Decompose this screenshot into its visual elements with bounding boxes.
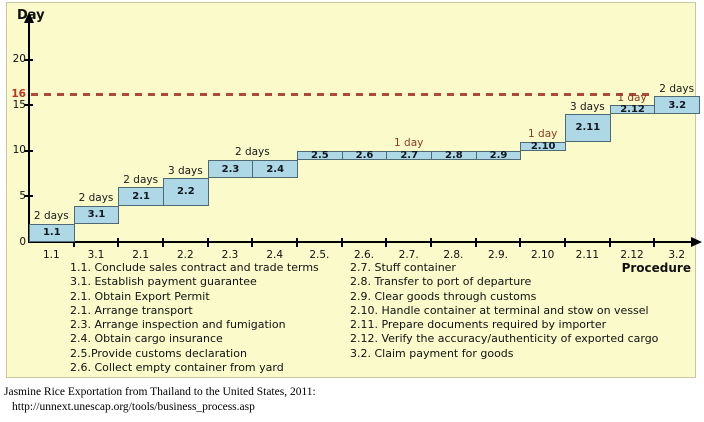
x-tick: [519, 238, 522, 247]
y-axis-arrow-icon: [24, 12, 34, 23]
x-tick-label: 2.5.: [309, 249, 330, 261]
x-tick-label: 2.10: [530, 249, 555, 261]
x-axis-line: [29, 241, 693, 243]
x-tick-label: 1.1: [42, 249, 60, 261]
procedure-box: 2.1: [118, 187, 164, 206]
y-tick: [24, 195, 33, 198]
x-tick: [72, 238, 75, 247]
x-tick-label: 2.11: [575, 249, 600, 261]
legend-item: 2.8. Transfer to port of departure: [350, 275, 532, 289]
legend-item: 2.7. Stuff container: [350, 261, 456, 274]
legend-item: 2.9. Clear goods through customs: [350, 289, 537, 303]
legend-item: 3.1. Establish payment guarantee: [70, 275, 257, 289]
y-tick-label: 0: [19, 235, 26, 248]
duration-label: 1 day: [394, 137, 424, 150]
procedure-box: 2.9: [475, 150, 522, 161]
x-axis-arrow-icon: [691, 237, 702, 247]
x-tick-label: 3.1: [87, 249, 105, 261]
y-tick: [24, 104, 33, 107]
legend-item: 2.3. Arrange inspection and fumigation: [70, 318, 286, 332]
duration-label: 2 days: [234, 146, 270, 159]
x-tick-label: 2.9.: [487, 249, 509, 261]
procedure-box: 2.8: [431, 150, 477, 161]
x-tick-label: 2.12: [620, 249, 644, 261]
x-tick-label: 2.3: [221, 249, 239, 261]
y-tick-label: 5: [19, 189, 26, 202]
procedure-box: 2.3: [207, 159, 254, 179]
x-tick-label: 2.6.: [353, 249, 375, 261]
x-tick: [385, 238, 388, 247]
procedure-box: 3.1: [73, 205, 120, 224]
x-tick-label: 3.2: [668, 249, 686, 261]
procedure-box: 1.1: [29, 223, 75, 242]
x-tick: [251, 238, 254, 247]
chart-panel: Day 16 0 5 10 15 20 1.1 3.1 2.1 2.2 2.3 2.4 2.5. 2.6…: [6, 2, 702, 378]
y-axis-line: [28, 19, 30, 243]
x-tick: [653, 238, 656, 247]
source-citation: Jasmine Rice Exportation from Thailand t…: [4, 386, 316, 398]
procedure-box: 2.5: [297, 150, 343, 161]
x-tick-label: 2.2: [176, 249, 194, 261]
legend-item: 2.1. Obtain Export Permit: [70, 289, 210, 303]
x-tick: [564, 238, 567, 247]
duration-label: 2 days: [123, 173, 159, 186]
x-tick: [430, 238, 433, 247]
legend-column-1: 1.1. Conclude sales contract and trade t…: [70, 261, 319, 375]
y-tick-label: 10: [12, 144, 26, 157]
x-axis-title: Procedure: [621, 261, 691, 275]
y-tick: [24, 149, 33, 152]
x-tick-label: 2.8.: [443, 249, 464, 261]
legend-item: 2.12. Verify the accuracy/authenticity o…: [350, 332, 659, 346]
x-tick: [340, 238, 343, 247]
duration-label: 1 day: [528, 128, 558, 141]
procedure-box: 2.7: [386, 150, 433, 161]
procedure-box: 2.11: [565, 114, 611, 142]
legend-item: 2.1. Arrange transport: [70, 303, 193, 317]
x-tick-label: 2.1: [132, 249, 149, 261]
legend-column-2: 2.7. Stuff container 2.8. Transfer to por…: [350, 261, 658, 361]
x-tick-label: 2.4: [266, 249, 284, 261]
duration-label: 2 days: [659, 82, 695, 95]
duration-label: 3 days: [167, 164, 203, 177]
procedure-box: 2.6: [341, 150, 388, 161]
x-tick: [608, 238, 611, 247]
legend-item: 2.5.Provide customs declaration: [70, 346, 247, 360]
legend-item: 1.1. Conclude sales contract and trade t…: [70, 261, 319, 274]
duration-label: 2 days: [33, 210, 69, 223]
x-tick: [117, 238, 120, 247]
duration-label: 3 days: [569, 100, 605, 113]
x-tick: [162, 238, 164, 247]
x-tick: [206, 238, 209, 247]
legend-item: 2.4. Obtain cargo insurance: [70, 332, 223, 346]
legend-item: 2.6. Collect empty container from yard: [70, 361, 284, 375]
y-tick-label: 15: [12, 98, 26, 111]
procedure-box: 3.2: [654, 96, 701, 115]
x-tick: [296, 238, 299, 247]
total-days-label: 16: [11, 88, 26, 100]
source-url: http://unnext.unescap.org/tools/business…: [12, 401, 255, 413]
y-tick-label: 20: [12, 53, 26, 65]
procedure-box: 2.2: [163, 178, 209, 206]
y-tick: [24, 58, 33, 61]
x-tick: [474, 238, 477, 247]
duration-label: 1 day: [617, 91, 647, 104]
x-tick-label: 2.7.: [398, 249, 419, 261]
legend-item: 2.10. Handle container at terminal and s…: [350, 303, 649, 317]
procedure-box: 2.4: [252, 159, 298, 179]
total-days-dashed-line: [31, 93, 655, 96]
procedure-box: 2.12: [609, 104, 656, 115]
duration-label: 2 days: [78, 192, 114, 204]
legend-item: 3.2. Claim payment for goods: [350, 346, 514, 360]
procedure-box: 2.10: [520, 141, 567, 152]
legend-item: 2.11. Prepare documents required by impo…: [350, 318, 607, 332]
